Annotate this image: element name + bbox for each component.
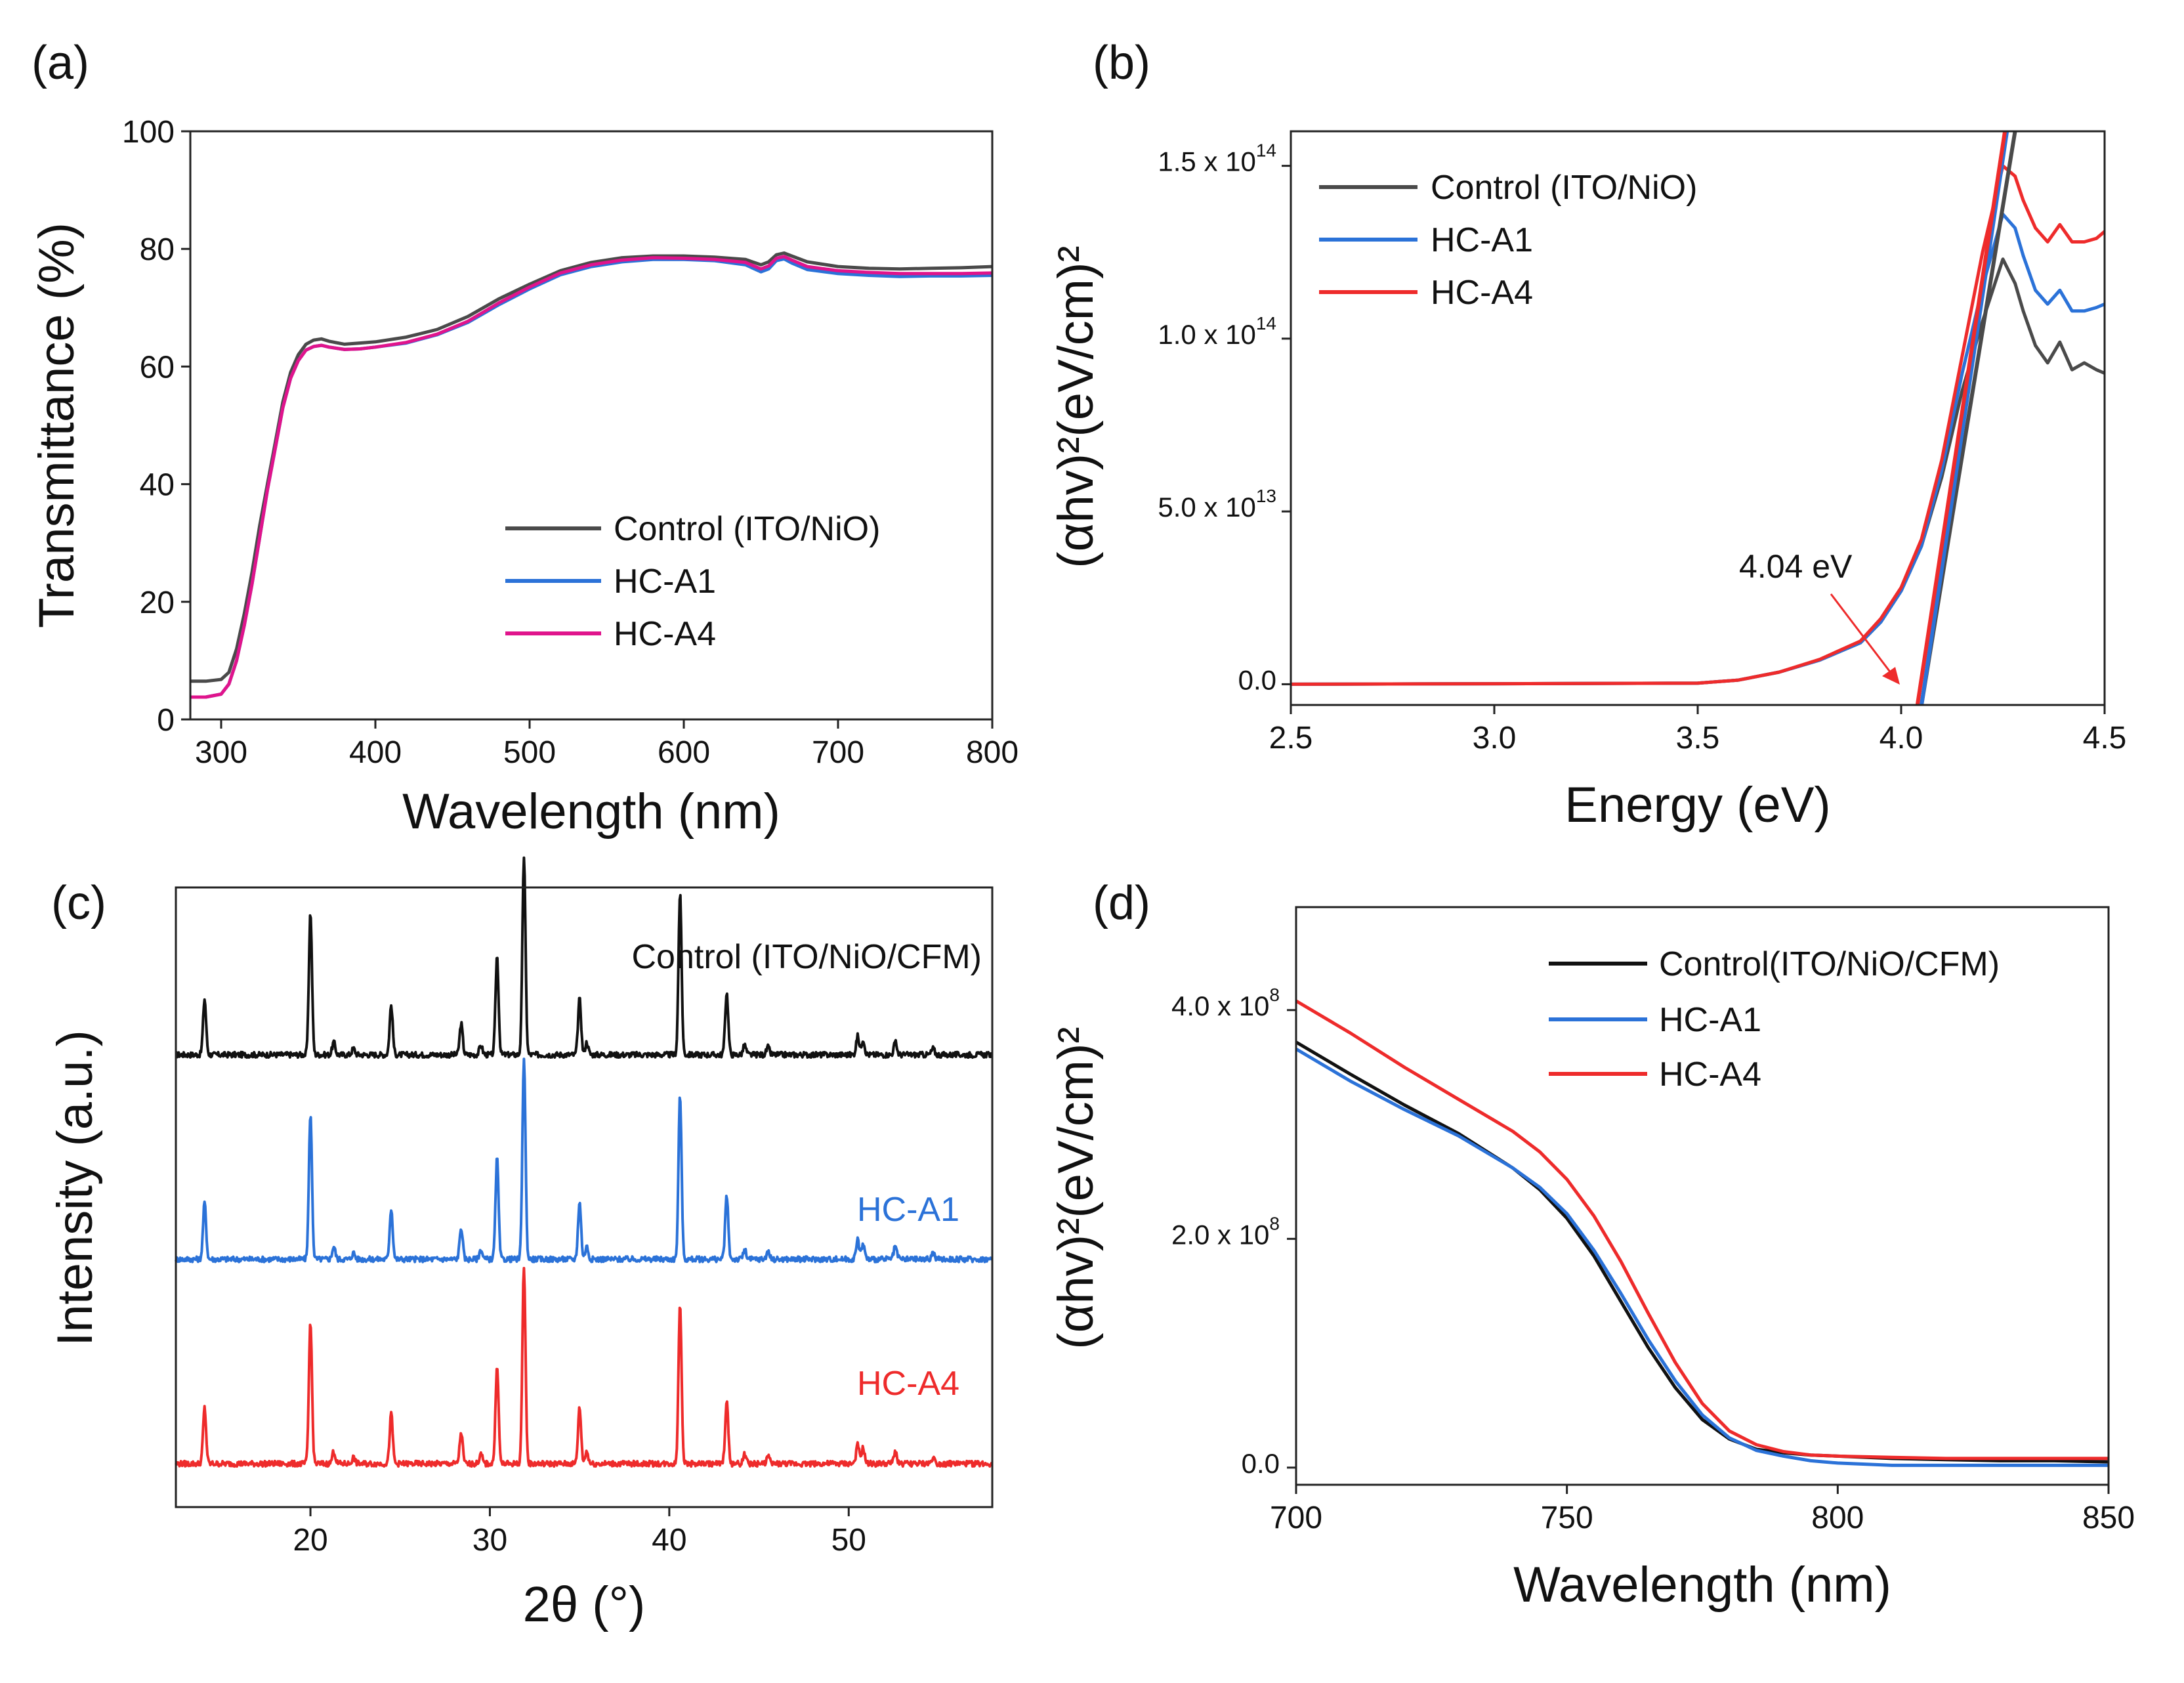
xrd-pattern-hc-a4: [175, 1267, 994, 1468]
x-tick-label: 800: [966, 735, 1018, 770]
label-control-cfm: Control (ITO/NiO/CFM): [631, 938, 982, 976]
panel-a-transmittance-chart: (a) 300 400 500 600 700 800 0 20 40 60 80 100 Wavel…: [29, 37, 1018, 840]
x-tick-label: 800: [1811, 1501, 1864, 1535]
panel-a-ticks: 300 400 500 600 700 800 0 20 40 60 80 100: [122, 115, 1018, 770]
panel-b-annotation: 4.04 eV: [1739, 548, 1900, 685]
bandgap-annotation-label: 4.04 eV: [1739, 548, 1853, 585]
x-tick-label: 700: [812, 735, 864, 770]
x-tick-label: 750: [1541, 1501, 1593, 1535]
panel-c-x-axis-title: 2θ (°): [523, 1577, 646, 1632]
bandgap-annotation-arrow: [1830, 593, 1895, 677]
legend-label-control: Control (ITO/NiO): [614, 510, 880, 548]
xrd-pattern-control-ito-nio-cfm: [175, 856, 994, 1059]
panel-b-plot-frame: [1290, 130, 2106, 706]
series-line-hc-a4: [190, 255, 993, 699]
y-tick-exponent: 8: [1269, 985, 1280, 1005]
panel-a-letter: (a): [32, 37, 89, 89]
y-tick-exponent: 8: [1269, 1213, 1280, 1233]
y-tick-label: 20: [140, 586, 175, 620]
legend-label-hc-a1: HC-A1: [614, 563, 716, 601]
panel-d-plot-frame: [1295, 906, 2110, 1486]
y-tick-label: 0.0: [1242, 1448, 1280, 1479]
x-tick-label: 3.0: [1473, 721, 1517, 756]
y-tick-label: 100: [122, 115, 175, 150]
series-line-hc-a1: [1296, 1047, 2109, 1467]
panel-a-plot-frame: [189, 130, 994, 721]
x-tick-label: 500: [503, 735, 556, 770]
panel-b-x-axis-title: Energy (eV): [1564, 777, 1831, 833]
panel-a-legend: Control (ITO/NiO) HC-A1 HC-A4: [505, 510, 880, 653]
panel-d-legend: Control(ITO/NiO/CFM) HC-A1 HC-A4: [1549, 945, 2000, 1094]
x-tick-label: 30: [472, 1523, 507, 1558]
x-tick-label: 4.0: [1880, 721, 1923, 756]
label-hc-a1: HC-A1: [857, 1191, 959, 1229]
y-tick-label: 2.0 x 108: [1171, 1213, 1280, 1250]
y-tick-label: 40: [140, 468, 175, 503]
linear-fit-line: [1915, 131, 2007, 705]
series-line-control-ito-nio-cfm: [1296, 1040, 2109, 1464]
y-tick-label: 60: [140, 350, 175, 385]
y-tick-label: 1.5 x 1014: [1158, 140, 1276, 177]
series-line-hc-a1: [190, 257, 993, 699]
panel-d-absorption-chart: (d) 700 750 800 850 0.0 2.0 x 108 4.0 x 108 Wa…: [1048, 877, 2135, 1613]
panel-c-ticks: 20 30 40 50: [293, 1507, 866, 1558]
legend-label-hc-a1: HC-A1: [1431, 221, 1533, 259]
panel-c-xrd-chart: (c) 20 30 40 50 2θ (°) Intensity (a.u.) Con…: [47, 856, 994, 1632]
panel-d-ticks: 700 750 800 850 0.0 2.0 x 108 4.0 x 108: [1171, 985, 2135, 1535]
panel-b-letter: (b): [1093, 37, 1150, 89]
x-tick-label: 50: [831, 1523, 866, 1558]
panel-d-letter: (d): [1093, 877, 1150, 929]
y-tick-label: 0: [157, 703, 175, 738]
panel-c-plot-frame: [175, 886, 994, 1508]
panel-c-series: [175, 856, 994, 1468]
x-tick-label: 400: [349, 735, 402, 770]
x-tick-label: 4.5: [2083, 721, 2127, 756]
panel-b-legend: Control (ITO/NiO) HC-A1 HC-A4: [1319, 169, 1697, 312]
x-tick-label: 3.5: [1676, 721, 1720, 756]
series-line-hc-a4: [1296, 999, 2109, 1460]
x-tick-label: 20: [293, 1523, 327, 1558]
panel-b-y-axis-title: (αhv)²(eV/cm)²: [1048, 245, 1104, 568]
legend-label-control: Control (ITO/NiO): [1431, 169, 1697, 207]
panel-b-ticks: 2.5 3.0 3.5 4.0 4.5 0.0 5.0 x 1013 1.0 x 1014 1.…: [1158, 140, 2126, 756]
panel-b-tauc-plot: (b) 2.5 3.0 3.5 4.0 4.5 0.0 5.0 x 1013 1.0 x 10…: [1048, 37, 2126, 833]
panel-d-y-axis-title: (αhv)²(eV/cm)²: [1048, 1027, 1104, 1349]
y-tick-exponent: 13: [1256, 486, 1276, 506]
panel-c-y-axis-title: Intensity (a.u.): [47, 1030, 103, 1346]
legend-label-hc-a4: HC-A4: [1659, 1055, 1761, 1094]
x-tick-label: 40: [652, 1523, 686, 1558]
legend-label-control: Control(ITO/NiO/CFM): [1659, 945, 2000, 983]
y-tick-exponent: 14: [1256, 313, 1276, 333]
series-line-control-ito-nio: [190, 251, 993, 683]
panel-a-x-axis-title: Wavelength (nm): [402, 784, 780, 840]
bandgap-arrow-head-icon: [1882, 667, 1900, 685]
x-tick-label: 300: [195, 735, 247, 770]
y-tick-label: 1.0 x 1014: [1158, 313, 1276, 350]
x-tick-label: 2.5: [1269, 721, 1313, 756]
legend-label-hc-a4: HC-A4: [1431, 274, 1533, 312]
label-hc-a4: HC-A4: [857, 1365, 959, 1403]
series-line-hc-a4: [1291, 164, 2105, 686]
y-tick-label: 0.0: [1238, 664, 1276, 695]
y-tick-label: 80: [140, 232, 175, 267]
linear-fit-line: [1920, 131, 2009, 705]
y-tick-label: 5.0 x 1013: [1158, 486, 1276, 522]
legend-label-hc-a4: HC-A4: [614, 615, 716, 653]
panel-a-series: [190, 251, 993, 699]
x-tick-label: 850: [2082, 1501, 2135, 1535]
y-tick-exponent: 14: [1256, 140, 1276, 161]
x-tick-label: 600: [658, 735, 710, 770]
panel-a-y-axis-title: Transmittance (%): [29, 223, 85, 628]
y-tick-label: 4.0 x 108: [1171, 985, 1280, 1021]
xrd-pattern-hc-a1: [175, 1057, 994, 1264]
legend-label-hc-a1: HC-A1: [1659, 1001, 1761, 1039]
panel-c-letter: (c): [51, 877, 106, 929]
panel-d-x-axis-title: Wavelength (nm): [1513, 1557, 1891, 1613]
panel-d-series: [1296, 999, 2109, 1467]
panel-b-series: [1291, 131, 2105, 705]
x-tick-label: 700: [1270, 1501, 1322, 1535]
